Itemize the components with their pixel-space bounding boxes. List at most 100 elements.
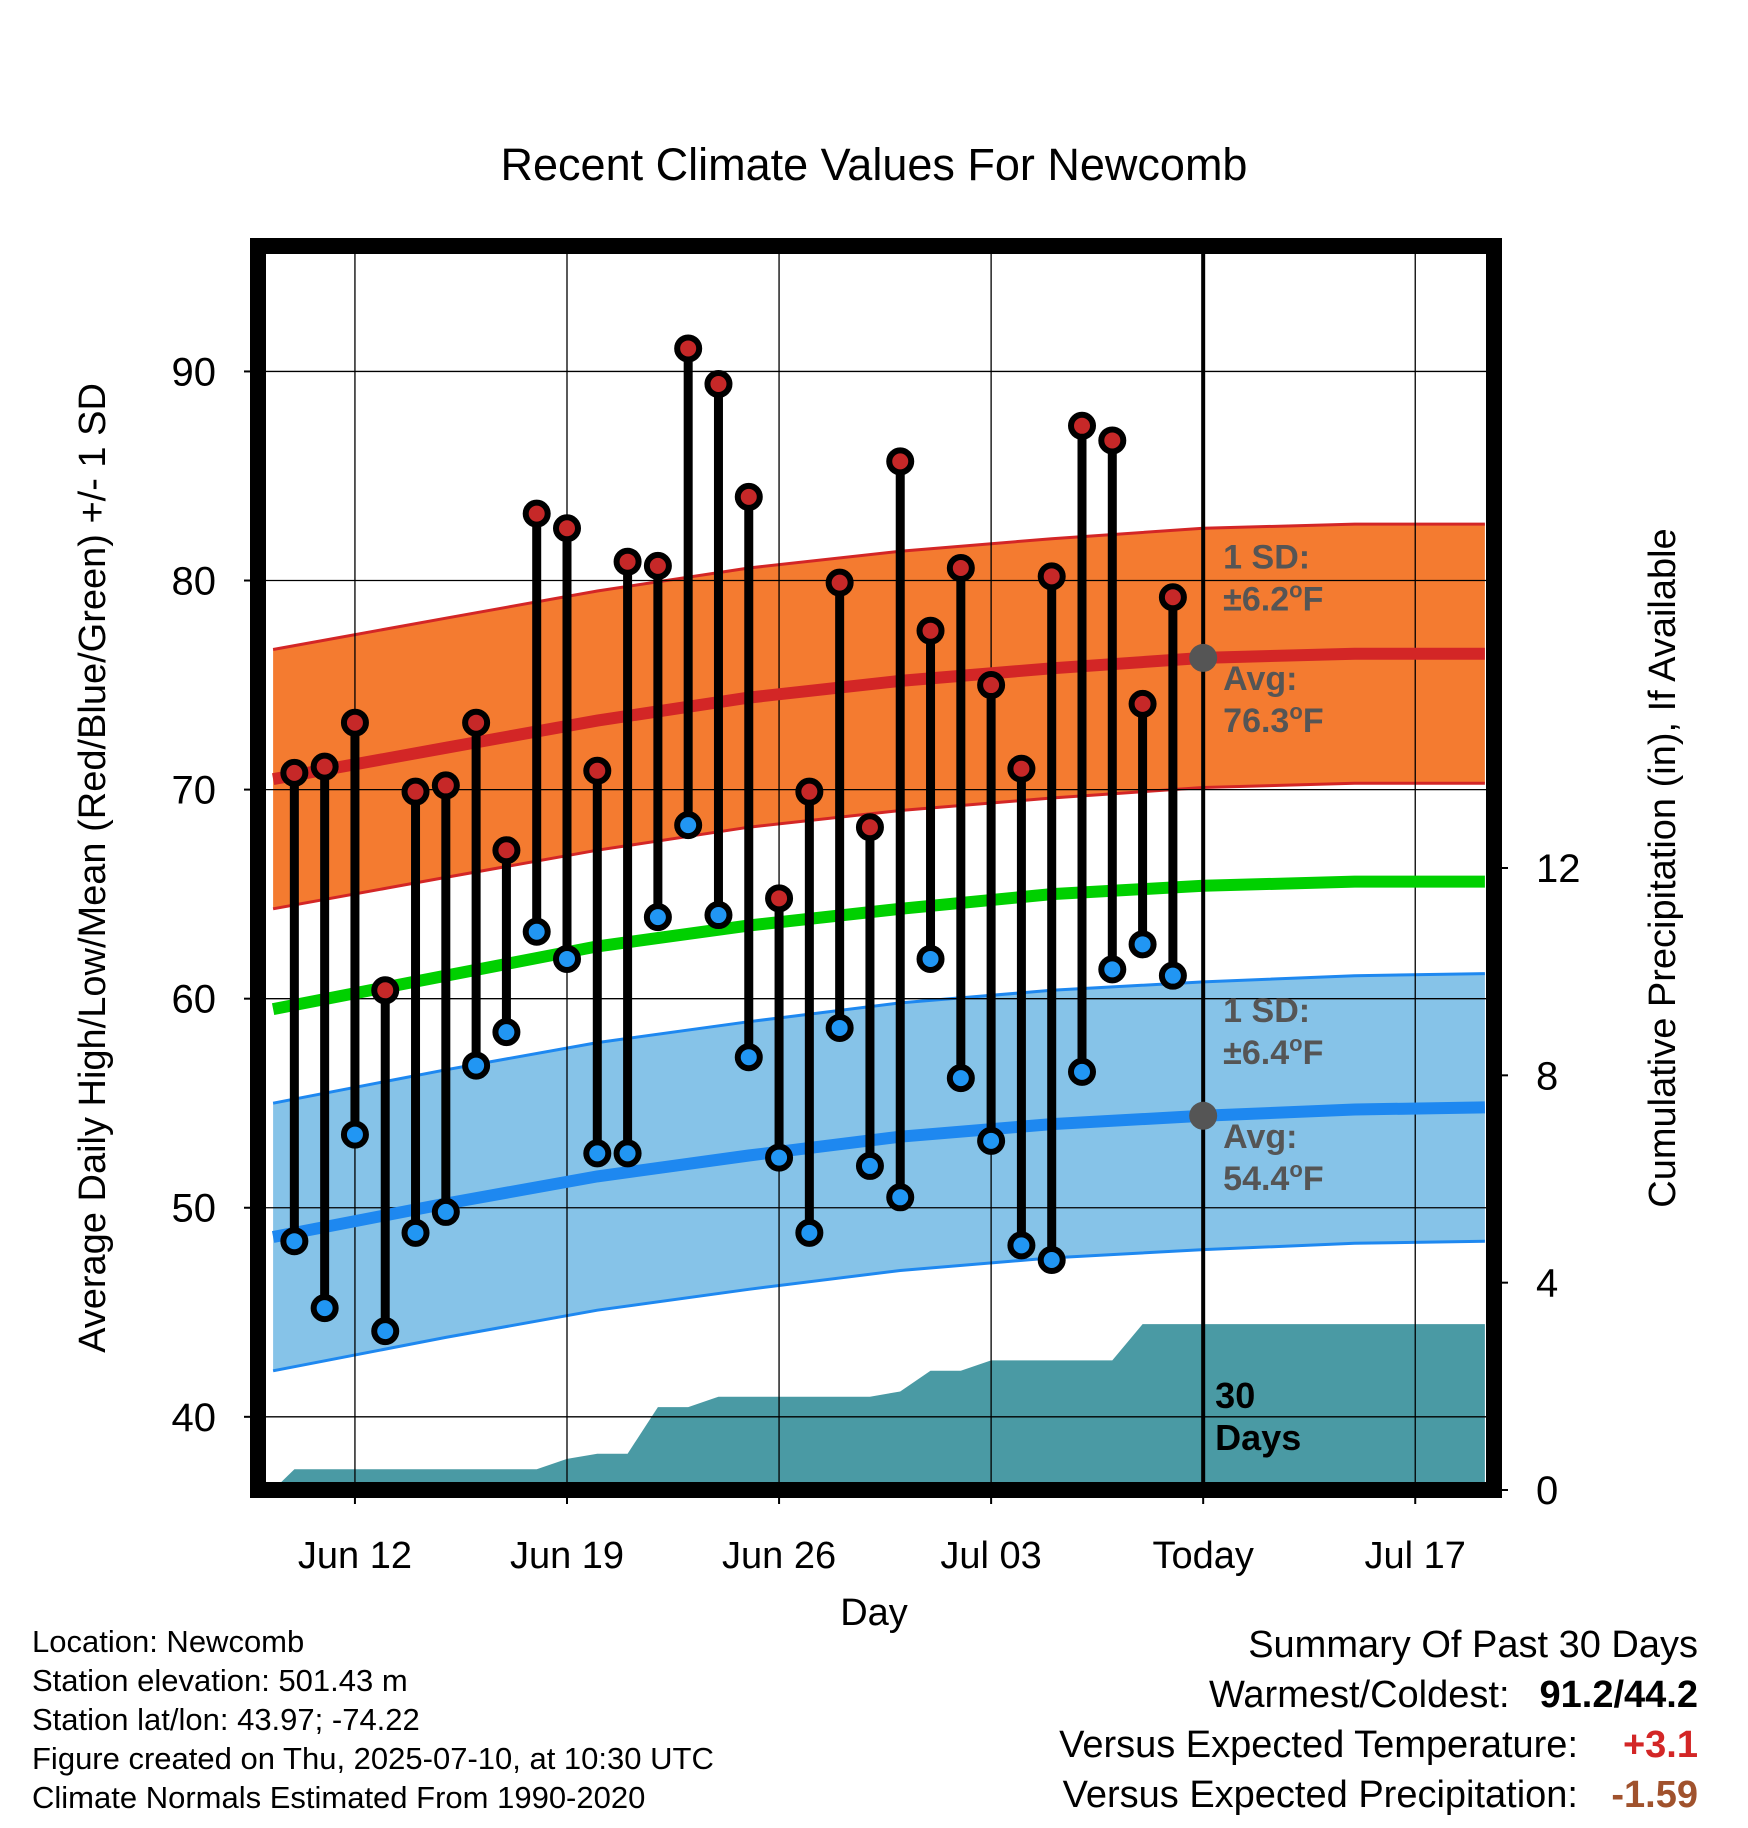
y-tick-label: 40 — [172, 1396, 217, 1440]
low-point — [946, 1064, 975, 1093]
high-point — [613, 547, 642, 576]
y2-tick-label: 4 — [1536, 1262, 1558, 1306]
x-tick-label: Jun 12 — [298, 1535, 412, 1577]
x-axis-label: Day — [840, 1592, 908, 1634]
low-point — [401, 1218, 430, 1247]
low-point — [704, 901, 733, 930]
x-tick-label: Jul 17 — [1365, 1535, 1466, 1577]
chart-title: Recent Climate Values For Newcomb — [501, 139, 1248, 190]
low-point — [674, 811, 703, 840]
low-sd-value: ±6.4oF — [1223, 1031, 1323, 1072]
x-tick-label: Jul 03 — [940, 1535, 1041, 1577]
summary-precip-value: -1.59 — [1611, 1774, 1698, 1816]
high-point — [946, 553, 975, 582]
low-point — [1158, 961, 1187, 990]
summary-warmest-value: 91.2/44.2 — [1539, 1674, 1698, 1716]
low-point — [643, 903, 672, 932]
summary-temp-value: +3.1 — [1622, 1724, 1698, 1766]
high-point — [1098, 426, 1127, 455]
high-avg-value: 76.3oF — [1223, 699, 1323, 740]
low-point — [613, 1139, 642, 1168]
high-sd-value: ±6.2oF — [1223, 577, 1323, 618]
high-point — [825, 568, 854, 597]
y2-tick-label: 8 — [1536, 1054, 1558, 1098]
y2-axis-label: Cumulative Precipitation (in), If Availa… — [1642, 528, 1684, 1207]
today-high-avg-marker — [1189, 643, 1218, 672]
low-point — [522, 917, 551, 946]
low-point — [1007, 1231, 1036, 1260]
axes: 40 50 60 70 80 90 0 4 8 12 Jun 12 Jun 19 Jun 26 Jul 0… — [172, 265, 1581, 1577]
summary-warmest-row: Warmest/Coldest: 91.2/44.2 — [1059, 1670, 1698, 1720]
y-axis-label: Average Daily High/Low/Mean (Red/Blue/Gr… — [72, 383, 114, 1353]
summary-precip-row: Versus Expected Precipitation: -1.59 — [1059, 1770, 1698, 1820]
high-point — [310, 752, 339, 781]
high-point — [734, 482, 763, 511]
y-tick-label: 70 — [172, 769, 217, 813]
high-point — [492, 836, 521, 865]
low-sd-label: 1 SD: — [1223, 992, 1310, 1030]
low-avg-label: Avg: — [1223, 1118, 1297, 1156]
climate-chart: Recent Climate Values For Newcomb 1 SD:±… — [72, 139, 1684, 1634]
high-point — [462, 708, 491, 737]
high-point — [371, 976, 400, 1005]
high-point — [916, 616, 945, 645]
high-point — [1068, 411, 1096, 440]
high-point — [765, 884, 794, 913]
high-point — [1158, 583, 1187, 612]
y-tick-label: 50 — [172, 1187, 217, 1231]
high-point — [643, 551, 672, 580]
low-point — [1098, 955, 1127, 984]
high-point — [977, 671, 1006, 700]
low-point — [553, 944, 581, 973]
precip-area — [273, 1324, 1485, 1490]
low-point — [734, 1043, 763, 1072]
low-point — [916, 944, 945, 973]
low-avg-value: 54.4oF — [1223, 1157, 1323, 1198]
low-point — [765, 1143, 794, 1172]
high-point — [1007, 754, 1036, 783]
x-tick-label: Jun 19 — [510, 1535, 624, 1577]
observations — [280, 334, 1187, 1346]
y-tick-label: 60 — [172, 978, 217, 1022]
y2-tick-label: 0 — [1536, 1469, 1558, 1513]
high-point — [522, 499, 551, 528]
high-point — [340, 708, 369, 737]
low-point — [795, 1218, 824, 1247]
low-point — [1128, 930, 1157, 959]
info-location: Location: Newcomb — [32, 1624, 305, 1659]
x-tick-label: Today — [1152, 1535, 1253, 1577]
y-tick-label: 90 — [172, 350, 217, 394]
y2-tick-label: 12 — [1536, 847, 1581, 891]
low-point — [583, 1139, 612, 1168]
low-point — [310, 1294, 339, 1323]
high-point — [401, 777, 430, 806]
high-sd-label: 1 SD: — [1223, 538, 1310, 576]
low-point — [371, 1317, 400, 1346]
low-point — [462, 1051, 491, 1080]
high-band — [273, 524, 1485, 909]
low-point — [886, 1183, 915, 1212]
high-point — [553, 514, 581, 543]
info-normals: Climate Normals Estimated From 1990-2020 — [32, 1780, 646, 1815]
low-point — [431, 1197, 460, 1226]
low-point — [977, 1126, 1006, 1155]
summary-title: Summary Of Past 30 Days — [1248, 1624, 1698, 1666]
cumulative-precip-area — [273, 1324, 1485, 1490]
high-point — [583, 756, 612, 785]
low-point — [855, 1151, 884, 1180]
high-point — [1128, 689, 1157, 718]
high-point — [674, 334, 703, 363]
high-point — [704, 369, 733, 398]
low-point — [280, 1227, 309, 1256]
high-point — [855, 813, 884, 842]
high-point — [280, 758, 309, 787]
high-avg-label: Avg: — [1223, 660, 1297, 698]
high-point — [886, 447, 915, 476]
info-created: Figure created on Thu, 2025-07-10, at 10… — [32, 1741, 714, 1776]
low-point — [492, 1018, 521, 1047]
low-point — [1068, 1057, 1096, 1086]
high-point — [795, 777, 824, 806]
low-point — [825, 1013, 854, 1042]
